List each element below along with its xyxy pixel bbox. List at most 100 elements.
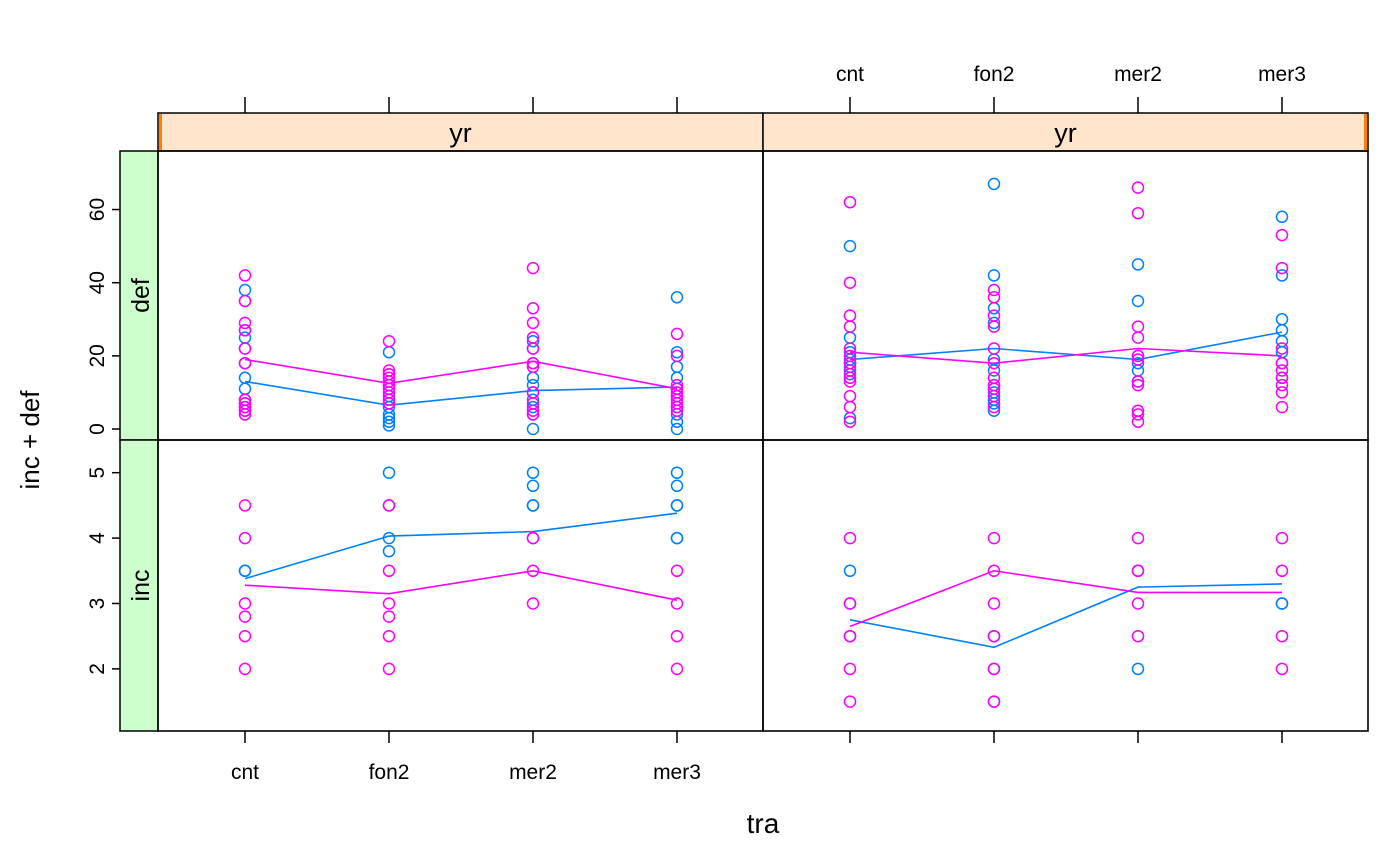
- mean-line: [849, 331, 1283, 361]
- y-tick-label: 4: [86, 532, 109, 544]
- data-point: [1131, 629, 1145, 643]
- data-point: [670, 291, 684, 304]
- data-point: [670, 327, 684, 341]
- data-point: [670, 499, 684, 512]
- side-strip-label: inc: [127, 570, 155, 602]
- data-point: [1131, 181, 1145, 194]
- data-point: [526, 531, 540, 545]
- data-point: [1275, 531, 1289, 545]
- data-point: [526, 316, 540, 330]
- data-point: [1275, 261, 1289, 275]
- panel-data-inc-1: [238, 466, 684, 676]
- data-point: [1275, 342, 1289, 355]
- data-point: [987, 269, 1001, 282]
- data-point: [238, 294, 252, 308]
- data-point: [1275, 371, 1289, 385]
- data-point: [1131, 597, 1145, 610]
- data-point: [843, 349, 857, 363]
- data-point: [843, 239, 857, 253]
- x-axis-label: tra: [747, 808, 780, 839]
- data-point: [670, 400, 684, 414]
- data-point: [382, 334, 396, 348]
- x-tick-label: mer3: [653, 761, 701, 784]
- data-point: [1131, 206, 1145, 220]
- side-strip: [119, 439, 159, 732]
- data-point: [987, 283, 1001, 297]
- data-point: [1275, 269, 1289, 282]
- data-point: [238, 408, 252, 421]
- data-point: [238, 316, 252, 330]
- data-point: [1275, 386, 1289, 399]
- data-point: [526, 356, 540, 370]
- data-point: [670, 349, 684, 363]
- data-point: [987, 397, 1001, 410]
- data-point: [843, 695, 857, 708]
- data-point: [670, 531, 684, 545]
- data-point: [382, 419, 396, 432]
- data-point: [238, 499, 252, 512]
- data-point: [987, 662, 1001, 676]
- data-point: [1131, 378, 1145, 392]
- data-point: [526, 499, 540, 512]
- data-point: [238, 404, 252, 417]
- panel-inc-2: [763, 440, 1368, 731]
- data-point: [1275, 356, 1289, 370]
- data-point: [526, 479, 540, 493]
- data-point: [526, 422, 540, 436]
- data-point: [843, 415, 857, 428]
- strip-level-marker: [159, 114, 162, 150]
- side-strip-label: def: [127, 278, 155, 313]
- mean-line: [244, 358, 678, 390]
- data-point: [1131, 375, 1145, 388]
- data-point: [987, 356, 1001, 370]
- data-point: [843, 629, 857, 643]
- data-point: [987, 531, 1001, 545]
- data-point: [382, 597, 396, 610]
- data-point: [382, 531, 396, 545]
- data-point: [843, 342, 857, 355]
- data-point: [1275, 597, 1289, 610]
- data-point: [987, 629, 1001, 643]
- data-point: [843, 597, 857, 610]
- y-axis-label: inc + def: [15, 390, 45, 490]
- data-point: [238, 324, 252, 337]
- data-point: [1131, 331, 1145, 344]
- data-point: [238, 400, 252, 414]
- data-point: [843, 564, 857, 578]
- data-point: [670, 662, 684, 676]
- data-point: [670, 422, 684, 436]
- data-point: [382, 544, 396, 558]
- x-tick-label: fon2: [974, 63, 1015, 86]
- data-point: [382, 662, 396, 676]
- data-point: [238, 564, 252, 578]
- panel-data-inc-2: [843, 531, 1289, 708]
- data-point: [987, 382, 1001, 396]
- x-tick-label: mer3: [1258, 63, 1306, 86]
- data-point: [1275, 378, 1289, 392]
- panel-data-def-2: [843, 177, 1289, 428]
- data-point: [1131, 531, 1145, 545]
- data-point: [1131, 415, 1145, 428]
- data-point: [382, 378, 396, 392]
- data-point: [1275, 210, 1289, 224]
- data-point: [987, 316, 1001, 330]
- x-tick-label: cnt: [231, 761, 259, 784]
- data-point: [670, 345, 684, 359]
- y-tick-label: 20: [86, 344, 109, 367]
- data-point: [1275, 228, 1289, 242]
- data-point: [670, 564, 684, 578]
- y-tick-label: 3: [86, 598, 109, 610]
- data-point: [843, 531, 857, 545]
- data-point: [1275, 662, 1289, 676]
- data-point: [382, 415, 396, 428]
- panel-border: [762, 439, 1369, 732]
- data-point: [843, 375, 857, 388]
- mean-line: [849, 569, 1282, 628]
- data-point: [1131, 294, 1145, 308]
- data-point: [526, 400, 540, 414]
- data-point: [238, 610, 252, 623]
- data-point: [987, 597, 1001, 610]
- data-point: [238, 597, 252, 610]
- data-point: [526, 342, 540, 355]
- data-point: [1131, 356, 1145, 370]
